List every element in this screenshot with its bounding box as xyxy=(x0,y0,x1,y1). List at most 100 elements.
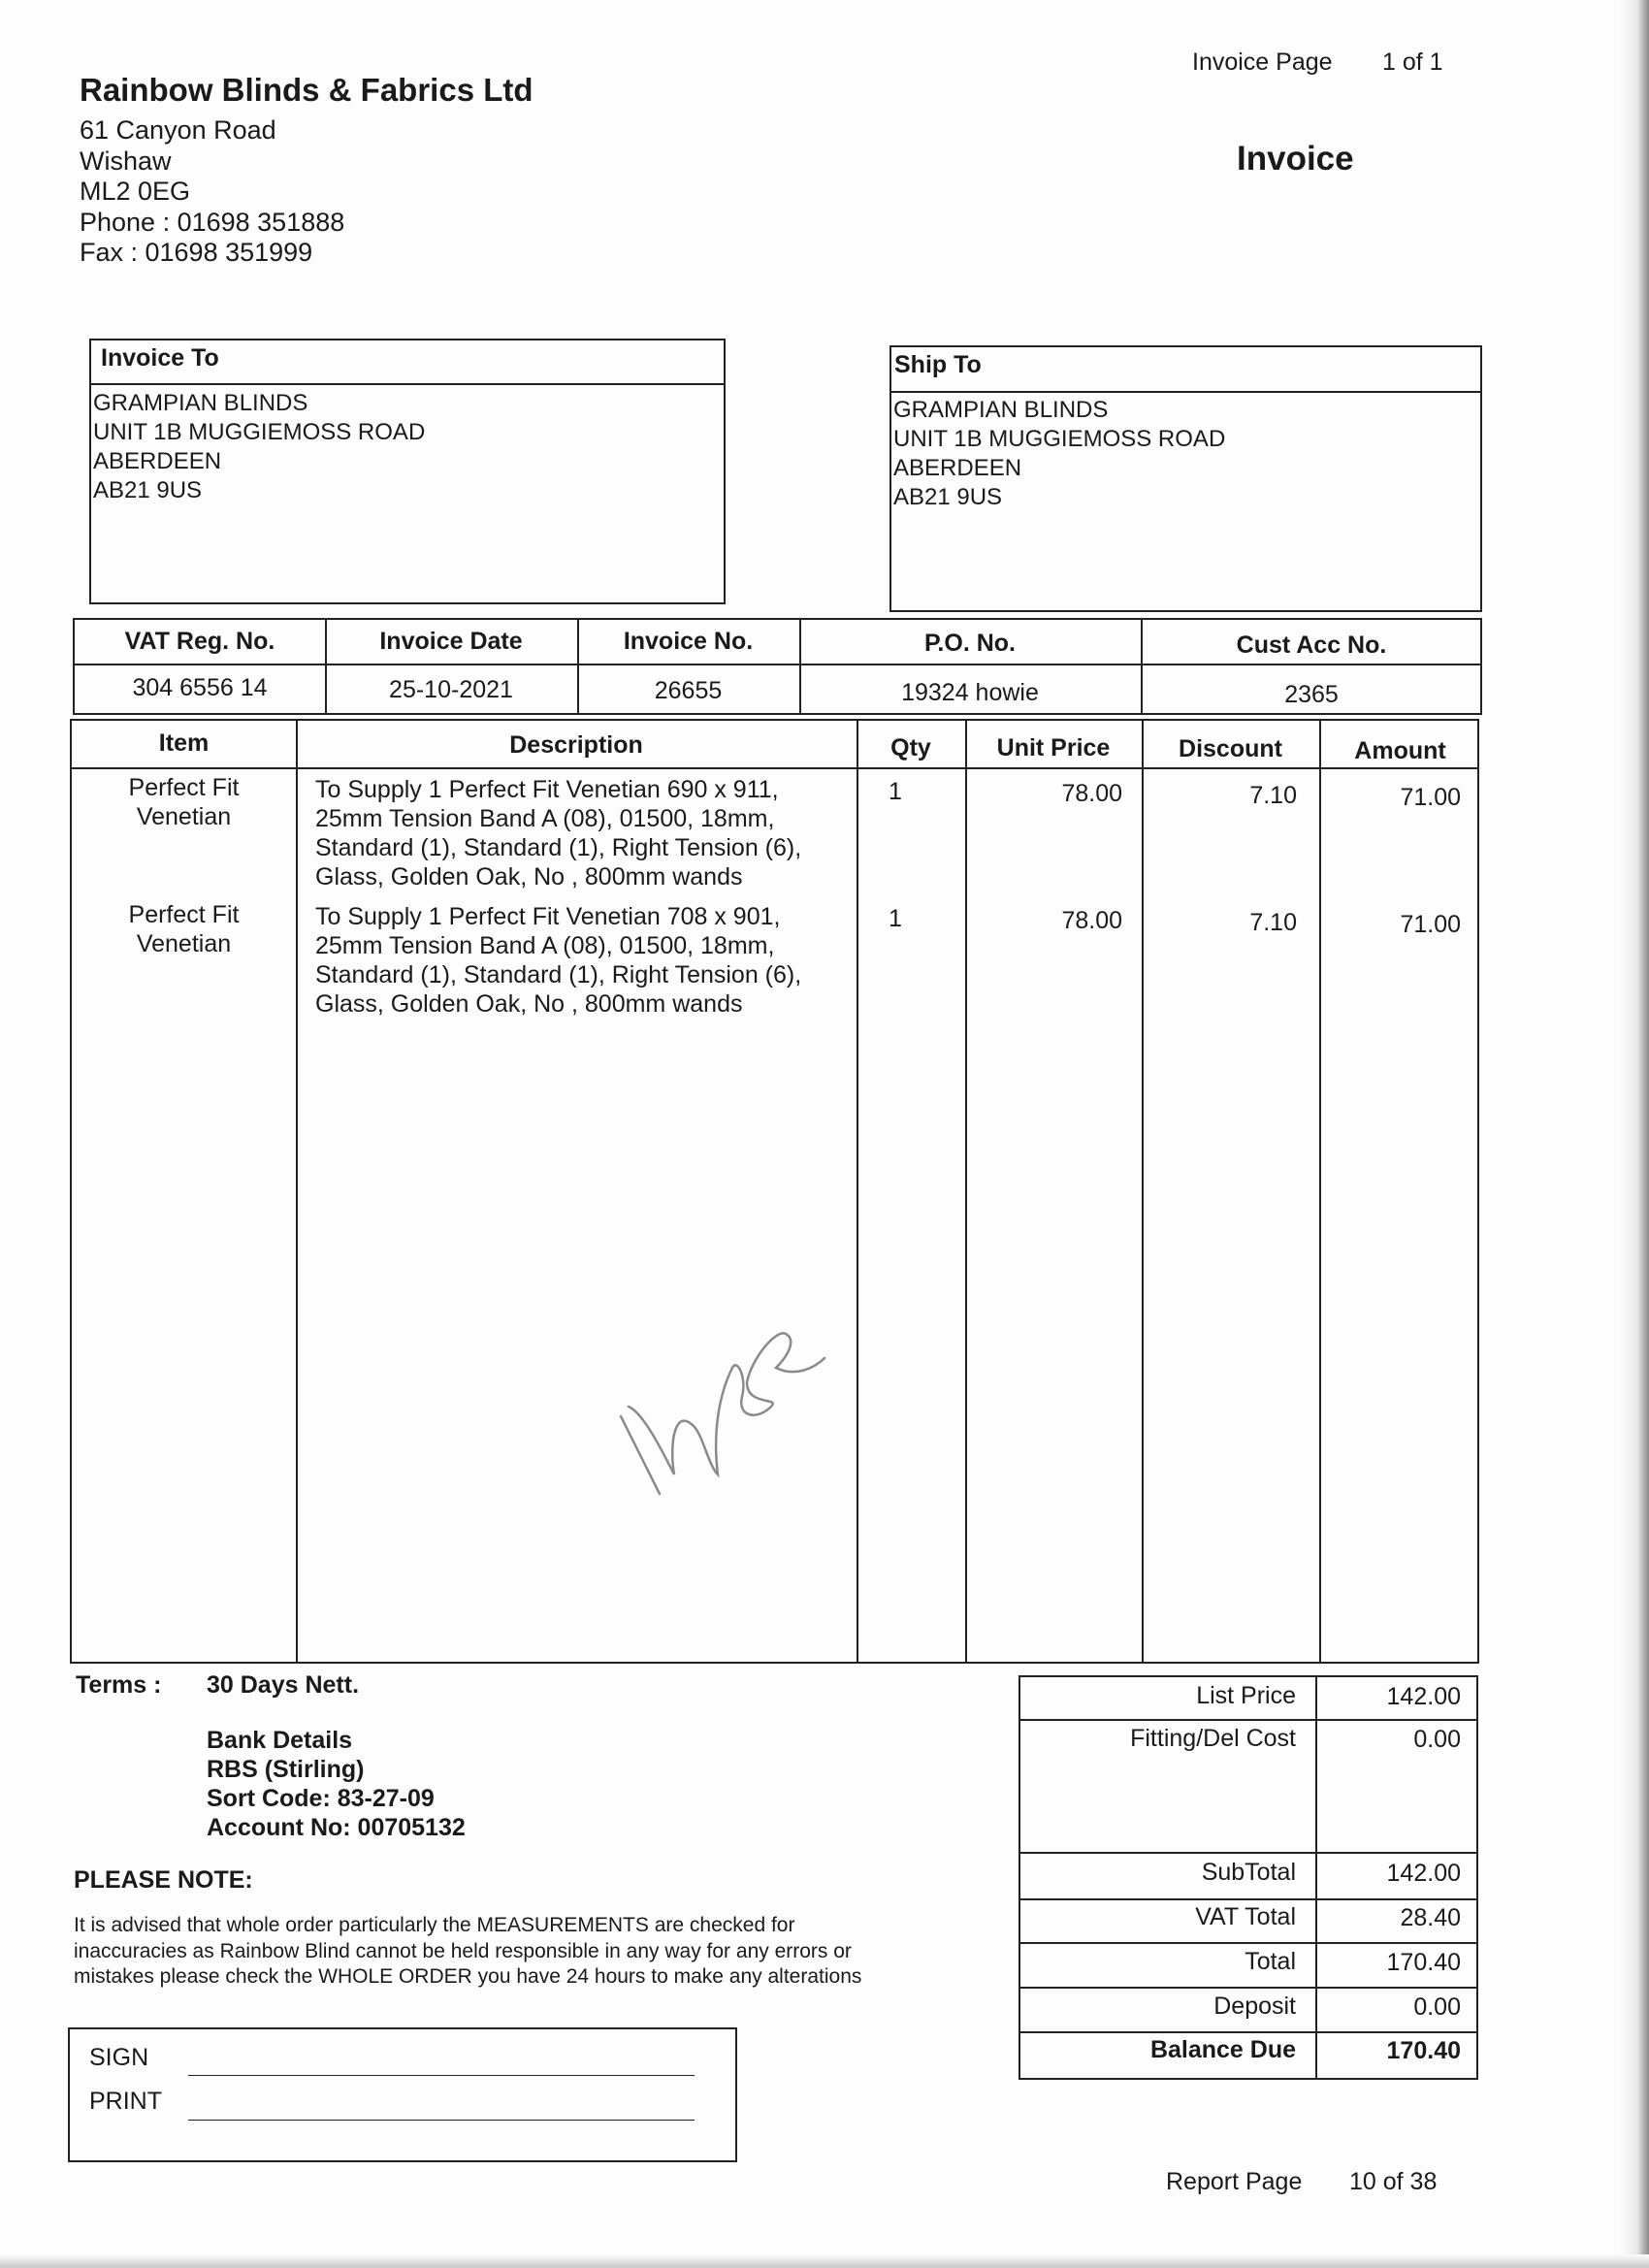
items-table: Item Description Qty Unit Price Discount… xyxy=(70,719,1479,1664)
ship-to-box: Ship To GRAMPIAN BLINDS UNIT 1B MUGGIEMO… xyxy=(889,345,1482,612)
header-unit-price: Unit Price xyxy=(996,734,1111,761)
item-name: Perfect Fit xyxy=(128,774,240,801)
note-line: mistakes please check the WHOLE ORDER yo… xyxy=(74,1965,862,1988)
header-vat-reg: VAT Reg. No. xyxy=(124,628,275,655)
ship-to-heading: Ship To xyxy=(894,351,982,378)
header-amount: Amount xyxy=(1354,737,1446,764)
print-label: PRINT xyxy=(89,2088,162,2115)
bank-name: RBS (Stirling) xyxy=(207,1756,365,1783)
subtotal-label: SubTotal xyxy=(1201,1859,1296,1886)
total-label: Total xyxy=(1245,1948,1296,1975)
description-line: Standard (1), Standard (1), Right Tensio… xyxy=(315,961,802,988)
scan-edge xyxy=(0,2254,1649,2268)
print-line[interactable] xyxy=(188,2120,695,2121)
invoice-page-value: 1 of 1 xyxy=(1382,49,1443,76)
sign-label: SIGN xyxy=(89,2044,149,2071)
vat-total-value: 28.40 xyxy=(1400,1904,1461,1931)
unit-price-value: 78.00 xyxy=(1061,780,1122,807)
balance-due-value: 170.40 xyxy=(1386,2037,1461,2064)
company-fax: Fax : 01698 351999 xyxy=(80,238,313,267)
invoice-to-address: GRAMPIAN BLINDS UNIT 1B MUGGIEMOSS ROAD … xyxy=(93,389,425,505)
address-line: GRAMPIAN BLINDS xyxy=(893,397,1109,423)
address-line: UNIT 1B MUGGIEMOSS ROAD xyxy=(93,419,426,445)
report-page-value: 10 of 38 xyxy=(1349,2168,1438,2195)
table-row-item: Perfect Fit Venetian xyxy=(72,900,296,958)
header-description: Description xyxy=(509,731,643,759)
subtotal-value: 142.00 xyxy=(1386,1860,1461,1887)
bank-details: Bank Details RBS (Stirling) Sort Code: 8… xyxy=(207,1726,466,1842)
terms-value: 30 Days Nett. xyxy=(207,1671,360,1699)
address-line: Wishaw xyxy=(80,146,172,176)
header-discount: Discount xyxy=(1179,735,1282,762)
header-cust-acc: Cust Acc No. xyxy=(1236,632,1387,659)
description-line: Glass, Golden Oak, No , 800mm wands xyxy=(315,863,743,891)
invoice-no-value: 26655 xyxy=(654,677,723,704)
terms-label: Terms : xyxy=(76,1671,162,1699)
vat-total-label: VAT Total xyxy=(1195,1903,1296,1930)
description-line: To Supply 1 Perfect Fit Venetian 690 x 9… xyxy=(315,776,779,803)
fitting-cost-label: Fitting/Del Cost xyxy=(1130,1725,1296,1752)
vat-reg-value: 304 6556 14 xyxy=(132,674,268,701)
bank-heading: Bank Details xyxy=(207,1727,353,1754)
address-line: GRAMPIAN BLINDS xyxy=(93,390,308,416)
description-line: 25mm Tension Band A (08), 01500, 18mm, xyxy=(315,932,775,959)
table-row-item: Perfect Fit Venetian xyxy=(72,773,296,831)
description-line: Standard (1), Standard (1), Right Tensio… xyxy=(315,834,802,861)
invoice-page-label: Invoice Page xyxy=(1192,49,1333,76)
header-po-no: P.O. No. xyxy=(923,630,1016,657)
address-line: UNIT 1B MUGGIEMOSS ROAD xyxy=(893,426,1226,452)
header-invoice-date: Invoice Date xyxy=(379,628,523,655)
company-name: Rainbow Blinds & Fabrics Ltd xyxy=(80,72,534,108)
address-line: AB21 9US xyxy=(893,484,1003,510)
item-name: Perfect Fit xyxy=(128,901,240,928)
address-line: ML2 0EG xyxy=(80,177,191,206)
please-note-heading: PLEASE NOTE: xyxy=(74,1866,253,1894)
header-item: Item xyxy=(158,729,210,757)
list-price-label: List Price xyxy=(1196,1682,1296,1709)
sign-box: SIGN PRINT xyxy=(68,2027,737,2162)
company-address: 61 Canyon Road Wishaw ML2 0EG Phone : 01… xyxy=(80,115,344,269)
scan-edge xyxy=(1620,0,1649,2268)
invoice-info-table: VAT Reg. No. Invoice Date Invoice No. P.… xyxy=(73,618,1482,715)
po-no-value: 19324 howie xyxy=(901,679,1039,706)
report-page-label: Report Page xyxy=(1166,2168,1303,2195)
table-row-description: To Supply 1 Perfect Fit Venetian 690 x 9… xyxy=(315,775,801,891)
description-line: Glass, Golden Oak, No , 800mm wands xyxy=(315,990,743,1018)
handwritten-signature xyxy=(619,1332,826,1496)
company-phone: Phone : 01698 351888 xyxy=(80,207,345,237)
header-invoice-no: Invoice No. xyxy=(623,628,754,655)
total-value: 170.40 xyxy=(1386,1949,1461,1976)
address-line: ABERDEEN xyxy=(893,455,1022,481)
fitting-cost-value: 0.00 xyxy=(1413,1726,1461,1753)
sort-code: Sort Code: 83-27-09 xyxy=(207,1785,435,1812)
invoice-date-value: 25-10-2021 xyxy=(389,676,513,703)
cust-acc-value: 2365 xyxy=(1284,681,1339,708)
deposit-value: 0.00 xyxy=(1413,1993,1461,2021)
qty-value: 1 xyxy=(889,905,902,932)
please-note-text: It is advised that whole order particula… xyxy=(74,1913,861,1991)
unit-price-value: 78.00 xyxy=(1061,907,1122,934)
table-row-description: To Supply 1 Perfect Fit Venetian 708 x 9… xyxy=(315,902,801,1019)
item-name: Venetian xyxy=(136,930,232,957)
discount-value: 7.10 xyxy=(1249,909,1297,936)
description-line: 25mm Tension Band A (08), 01500, 18mm, xyxy=(315,805,775,832)
discount-value: 7.10 xyxy=(1249,782,1297,809)
note-line: inaccuracies as Rainbow Blind cannot be … xyxy=(74,1939,852,1962)
description-line: To Supply 1 Perfect Fit Venetian 708 x 9… xyxy=(315,903,781,930)
qty-value: 1 xyxy=(889,778,902,805)
address-line: ABERDEEN xyxy=(93,448,222,474)
ship-to-address: GRAMPIAN BLINDS UNIT 1B MUGGIEMOSS ROAD … xyxy=(893,396,1225,512)
amount-value: 71.00 xyxy=(1400,784,1461,811)
deposit-label: Deposit xyxy=(1213,1993,1296,2020)
account-number: Account No: 00705132 xyxy=(207,1814,466,1841)
list-price-value: 142.00 xyxy=(1386,1683,1461,1710)
totals-table: List Price 142.00 Fitting/Del Cost 0.00 … xyxy=(1018,1675,1478,2080)
note-line: It is advised that whole order particula… xyxy=(74,1914,795,1936)
document-title: Invoice xyxy=(1237,140,1354,178)
address-line: 61 Canyon Road xyxy=(80,115,276,145)
header-qty: Qty xyxy=(890,734,931,761)
amount-value: 71.00 xyxy=(1400,911,1461,938)
item-name: Venetian xyxy=(136,803,232,830)
address-line: AB21 9US xyxy=(93,477,203,503)
sign-line[interactable] xyxy=(188,2075,695,2076)
